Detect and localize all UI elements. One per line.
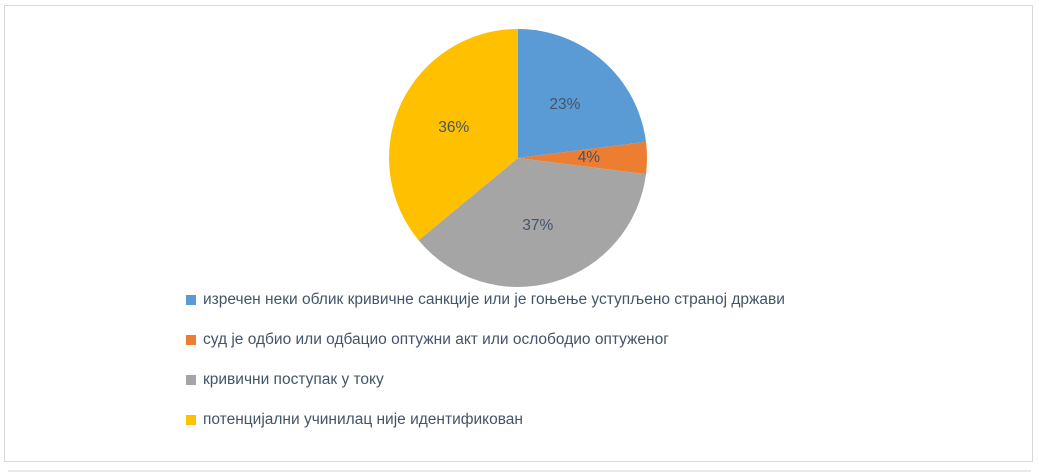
legend-marker-icon xyxy=(186,415,196,425)
legend-label: суд је одбио или одбацио оптужни акт или… xyxy=(203,331,669,348)
pie-slice-1 xyxy=(518,141,647,175)
pie-chart: 23% 4% 37% 36% xyxy=(388,29,647,288)
legend-item-0: изречен неки облик кривичне санкције или… xyxy=(186,290,785,310)
pie-slice-0 xyxy=(518,29,646,158)
pie-data-label-0: 23% xyxy=(549,96,580,113)
legend-marker-icon xyxy=(186,295,196,305)
chart-legend: изречен неки облик кривичне санкције или… xyxy=(186,290,785,430)
legend-item-2: кривични поступак у току xyxy=(186,370,785,390)
pie-slices-group xyxy=(388,29,647,288)
legend-marker-icon xyxy=(186,375,196,385)
pie-labels-group: 23% 4% 37% 36% xyxy=(438,96,600,234)
legend-label: изречен неки облик кривичне санкције или… xyxy=(203,291,785,308)
legend-marker-icon xyxy=(186,335,196,345)
legend-item-1: суд је одбио или одбацио оптужни акт или… xyxy=(186,330,785,350)
pie-data-label-3: 36% xyxy=(438,119,469,136)
legend-label: потенцијални учинилац није идентификован xyxy=(203,411,523,428)
legend-label: кривични поступак у току xyxy=(203,371,384,388)
bottom-divider xyxy=(8,470,1031,472)
pie-slice-2 xyxy=(418,158,646,288)
pie-slice-3 xyxy=(388,29,518,241)
pie-data-label-1: 4% xyxy=(578,149,601,166)
pie-data-label-2: 37% xyxy=(522,217,553,234)
legend-item-3: потенцијални учинилац није идентификован xyxy=(186,410,785,430)
